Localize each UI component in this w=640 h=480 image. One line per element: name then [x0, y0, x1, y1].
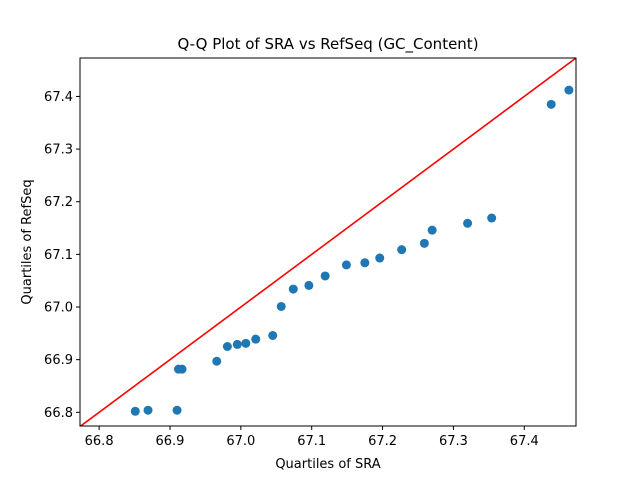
y-tick-label: 67.2	[44, 195, 73, 210]
data-point	[304, 280, 314, 290]
x-tick-label: 67.0	[226, 434, 255, 449]
scatter-points	[130, 85, 574, 416]
x-tick-label: 66.8	[85, 434, 114, 449]
x-tick-label: 67.4	[510, 434, 539, 449]
y-tick-label: 67.1	[44, 248, 73, 263]
data-point	[212, 356, 222, 366]
y-axis-ticks: 66.8 66.9 67.0 67.1 67.2 67.3 67.4	[44, 90, 80, 421]
x-axis-ticks: 66.8 66.9 67.0 67.1 67.2 67.3 67.4	[85, 426, 539, 449]
data-point	[130, 406, 140, 416]
data-point	[143, 405, 153, 415]
plot-area	[80, 58, 576, 426]
x-tick-label: 67.1	[297, 434, 326, 449]
data-point	[463, 218, 473, 228]
data-point	[427, 225, 437, 235]
y-tick-label: 66.8	[44, 406, 73, 421]
y-tick-label: 66.9	[44, 353, 73, 368]
data-point	[341, 260, 351, 270]
data-point	[360, 258, 370, 268]
x-tick-label: 67.3	[439, 434, 468, 449]
data-point	[276, 301, 286, 311]
data-point	[487, 213, 497, 223]
y-tick-label: 67.3	[44, 143, 73, 158]
data-point	[375, 253, 385, 263]
x-tick-label: 67.2	[368, 434, 397, 449]
data-point	[288, 284, 298, 294]
y-tick-label: 67.0	[44, 301, 73, 316]
data-point	[397, 245, 407, 255]
data-point	[172, 405, 182, 415]
data-point	[419, 238, 429, 248]
data-point	[232, 339, 242, 349]
chart-title: Q-Q Plot of SRA vs RefSeq (GC_Content)	[177, 35, 478, 54]
data-point	[251, 334, 261, 344]
plot-frame	[79, 57, 577, 427]
data-point	[268, 330, 278, 340]
data-point	[177, 364, 187, 374]
data-point	[241, 338, 251, 348]
reference-line	[80, 58, 576, 426]
data-point	[564, 85, 574, 95]
y-tick-label: 67.4	[44, 90, 73, 105]
x-tick-label: 66.9	[156, 434, 185, 449]
y-axis-label: Quartiles of RefSeq	[20, 179, 35, 304]
data-point	[320, 271, 330, 281]
data-point	[222, 342, 232, 352]
data-point	[546, 99, 556, 109]
x-axis-label: Quartiles of SRA	[275, 457, 380, 472]
